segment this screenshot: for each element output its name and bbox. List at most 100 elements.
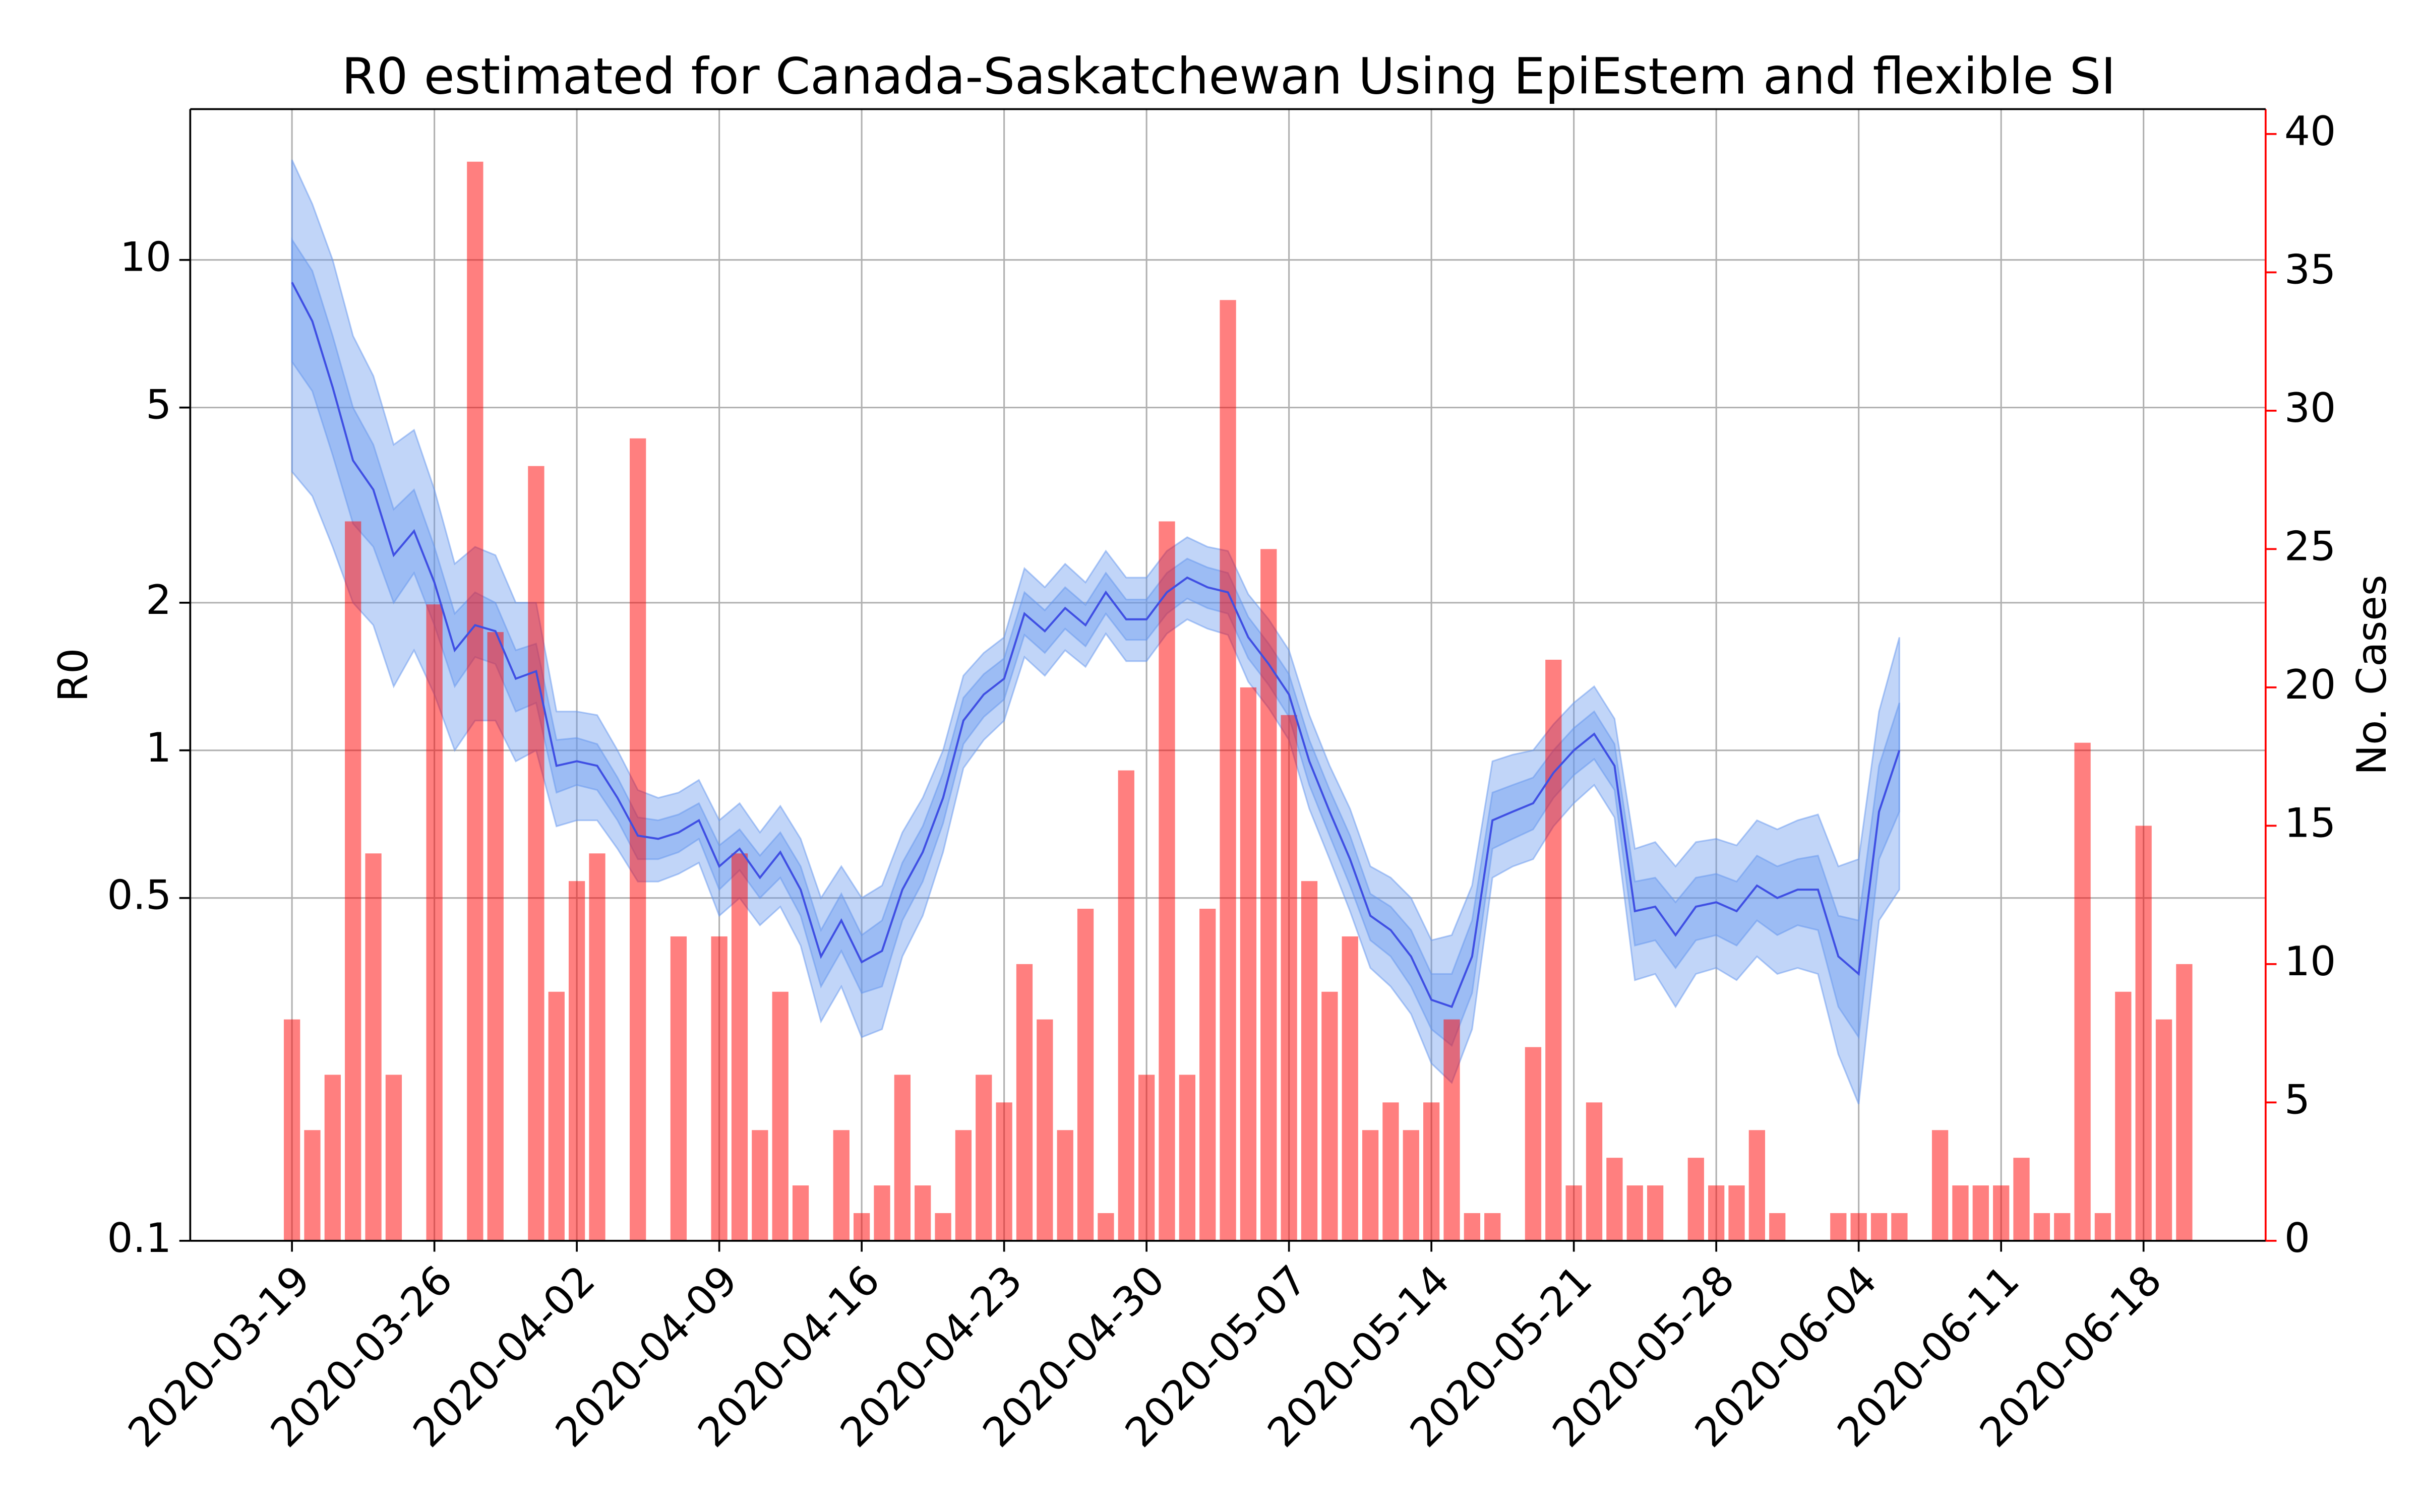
bar (1565, 1185, 1582, 1241)
bar (1443, 1019, 1460, 1241)
bar (568, 881, 585, 1241)
bar (1037, 1019, 1053, 1241)
bar (1321, 991, 1338, 1241)
bar (1077, 909, 1094, 1241)
bar (467, 161, 483, 1241)
bar (1626, 1185, 1643, 1241)
bar (1362, 1130, 1379, 1241)
confidence-band (291, 237, 1900, 1047)
bar (1057, 1130, 1073, 1241)
bar (792, 1185, 809, 1241)
bar (935, 1213, 951, 1241)
bar (1138, 1075, 1155, 1241)
y2-tick-label: 35 (2284, 245, 2336, 293)
bar (976, 1075, 992, 1241)
bar (833, 1130, 850, 1241)
bar (894, 1075, 911, 1241)
bar (1993, 1185, 2010, 1241)
y-tick-label: 5 (146, 381, 171, 428)
bar (1525, 1047, 1542, 1241)
bar (1464, 1213, 1481, 1241)
y2-tick-label: 20 (2284, 661, 2336, 708)
bar (1647, 1185, 1664, 1241)
bar (2054, 1213, 2071, 1241)
bar (1708, 1185, 1725, 1241)
bar (1281, 715, 1297, 1241)
bar (955, 1130, 972, 1241)
bar (1830, 1213, 1847, 1241)
bar (1301, 881, 1318, 1241)
bar (1016, 964, 1033, 1241)
bar (548, 991, 565, 1241)
bar (1769, 1213, 1786, 1241)
bar (1748, 1130, 1766, 1241)
bar (1891, 1213, 1908, 1241)
bar (1972, 1185, 1989, 1241)
bar (2176, 964, 2193, 1241)
bar (630, 438, 646, 1241)
bar (1850, 1213, 1867, 1241)
bar (304, 1130, 321, 1241)
y2-tick-label: 0 (2284, 1214, 2310, 1262)
y-tick-label: 0.5 (107, 871, 171, 919)
bar (283, 1019, 300, 1241)
bar (324, 1075, 341, 1241)
bar (1545, 659, 1562, 1241)
y-axis-label: R0 (49, 648, 97, 702)
bar (589, 853, 606, 1241)
bar (1118, 770, 1134, 1241)
bar (1931, 1130, 1949, 1241)
bar (874, 1185, 890, 1241)
bar (1728, 1185, 1745, 1241)
bar (670, 936, 687, 1241)
bar (1423, 1102, 1440, 1241)
bar (915, 1185, 931, 1241)
bar (1240, 687, 1257, 1241)
bar (528, 466, 544, 1241)
y2-tick-label: 25 (2284, 522, 2336, 570)
bar (1403, 1130, 1419, 1241)
bar (2115, 991, 2132, 1241)
bar (711, 936, 728, 1241)
bar (1484, 1213, 1501, 1241)
bar (1586, 1102, 1603, 1241)
bar (1382, 1102, 1399, 1241)
y2-tick-label: 10 (2284, 937, 2336, 985)
y2-tick-label: 5 (2284, 1076, 2310, 1123)
bar (752, 1130, 768, 1241)
y-tick-label: 0.1 (107, 1214, 171, 1262)
bar (2135, 826, 2152, 1241)
bar (2074, 742, 2091, 1241)
bar (1687, 1158, 1704, 1241)
bar (1179, 1075, 1195, 1241)
bar (1098, 1213, 1114, 1241)
bar (2094, 1213, 2111, 1241)
bar (772, 991, 789, 1241)
bar (2155, 1019, 2172, 1241)
y2-tick-label: 40 (2284, 107, 2336, 155)
bar (2013, 1158, 2030, 1241)
y-tick-label: 1 (146, 724, 171, 771)
y-tick-label: 2 (146, 576, 171, 623)
bar (853, 1213, 870, 1241)
bar (1159, 521, 1175, 1241)
bar (2033, 1213, 2050, 1241)
bar (365, 853, 382, 1241)
bar (487, 632, 504, 1241)
r0-line (291, 282, 1901, 1009)
y-tick-label: 10 (120, 233, 171, 281)
bar (345, 521, 361, 1241)
bar (426, 604, 443, 1241)
bar (1606, 1158, 1623, 1241)
y2-tick-label: 15 (2284, 799, 2336, 846)
bar (1260, 549, 1277, 1241)
bar (1870, 1213, 1888, 1241)
bar (1342, 936, 1358, 1241)
confidence-band (291, 159, 1900, 1105)
bar (996, 1102, 1012, 1241)
bar (731, 853, 748, 1241)
y2-axis-label: No. Cases (2348, 575, 2395, 775)
bar (1199, 909, 1216, 1241)
y2-tick-label: 30 (2284, 384, 2336, 431)
